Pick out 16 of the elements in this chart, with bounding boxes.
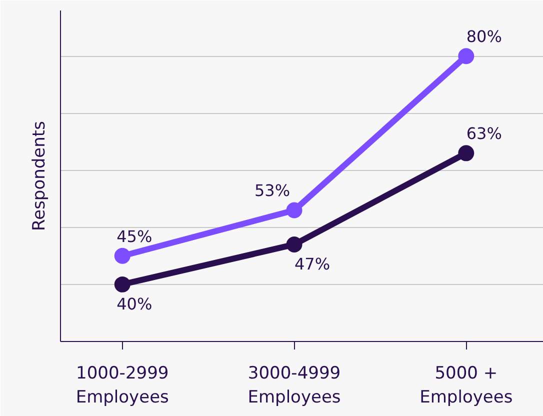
data-label: 63% xyxy=(466,124,502,144)
point xyxy=(286,202,302,218)
y-axis-title: Respondents xyxy=(30,120,50,231)
point xyxy=(114,276,130,292)
x-tick-label: 3000-4999 Employees xyxy=(248,364,341,408)
data-label: 47% xyxy=(294,254,330,274)
point xyxy=(114,248,130,264)
data-label: 53% xyxy=(254,181,290,200)
data-label: 40% xyxy=(116,294,152,314)
point xyxy=(458,48,474,64)
point xyxy=(458,145,474,162)
x-tick-label: 5000 + Employees xyxy=(420,364,513,408)
data-label: 80% xyxy=(466,27,502,46)
x-tick-label: 1000-2999 Employees xyxy=(76,364,170,408)
data-label: 45% xyxy=(116,226,152,246)
point xyxy=(286,236,302,252)
